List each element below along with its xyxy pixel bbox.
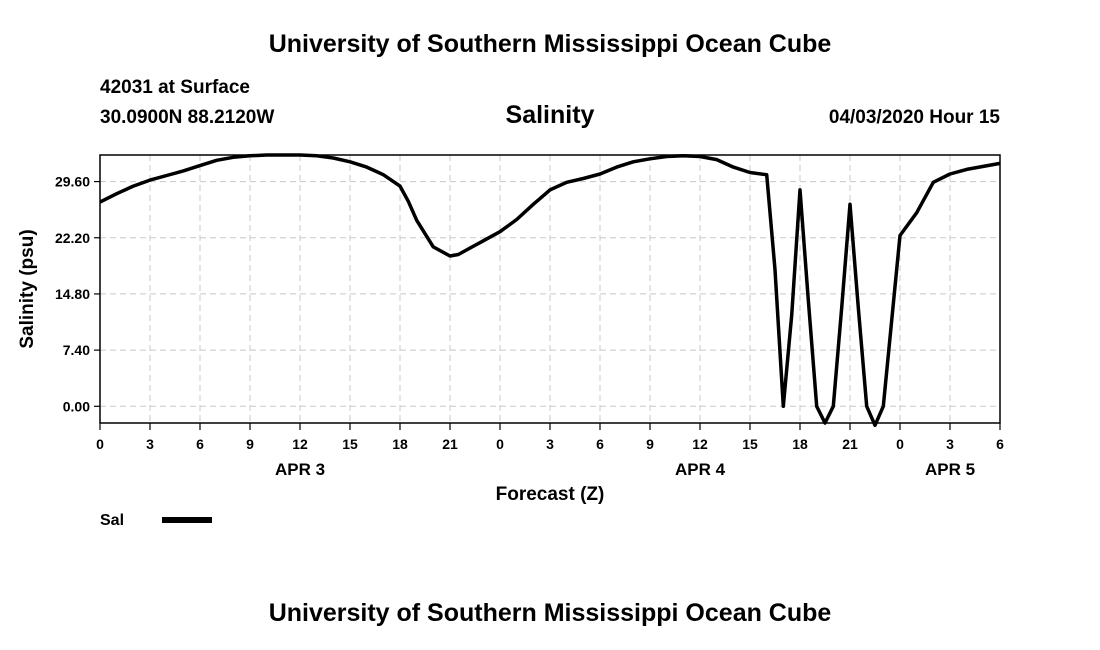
x-tick-label: 9 [646, 436, 654, 452]
x-tick-label: 15 [342, 436, 358, 452]
x-tick-label: 3 [146, 436, 154, 452]
y-tick-label: 29.60 [55, 174, 90, 190]
x-tick-label: 0 [896, 436, 904, 452]
x-tick-label: 6 [196, 436, 204, 452]
x-tick-label: 15 [742, 436, 758, 452]
header-title: University of Southern Mississippi Ocean… [268, 30, 832, 58]
x-tick-label: 6 [996, 436, 1004, 452]
x-tick-label: 18 [792, 436, 808, 452]
x-tick-label: 21 [442, 436, 458, 452]
x-tick-label: 6 [596, 436, 604, 452]
y-tick-label: 22.20 [55, 230, 90, 246]
x-tick-label: 3 [946, 436, 954, 452]
day-label: APR 5 [925, 460, 975, 479]
y-tick-label: 0.00 [63, 398, 90, 414]
x-tick-label: 21 [842, 436, 858, 452]
plot-frame [99, 154, 1001, 424]
y-axis-label: Salinity (psu) [17, 229, 38, 348]
chart-title: Salinity [505, 101, 595, 129]
forecast-datetime: 04/03/2020 Hour 15 [828, 107, 1000, 128]
grid [100, 155, 1000, 423]
x-tick-label: 9 [246, 436, 254, 452]
x-tick-label: 3 [546, 436, 554, 452]
x-axis-label: Forecast (Z) [496, 484, 605, 505]
legend: Sal [100, 512, 212, 529]
footer-title: University of Southern Mississippi Ocean… [268, 599, 832, 627]
legend-label: Sal [100, 512, 124, 529]
x-tick-label: 12 [692, 436, 708, 452]
x-tick-label: 18 [392, 436, 408, 452]
axis-ticks: 0 3 6 9 12 15 18 21 0 3 6 9 12 15 18 21 0 3 6 0.00 7.40 14.80… [55, 174, 1004, 479]
x-tick-label: 0 [96, 436, 104, 452]
day-label: APR 4 [675, 460, 726, 479]
y-tick-label: 14.80 [55, 286, 90, 302]
x-tick-label: 12 [292, 436, 308, 452]
station-coords: 30.0900N 88.2120W [100, 107, 275, 128]
y-tick-label: 7.40 [63, 342, 90, 358]
station-name: 42031 at Surface [100, 77, 250, 98]
day-label: APR 3 [275, 460, 325, 479]
x-tick-label: 0 [496, 436, 504, 452]
